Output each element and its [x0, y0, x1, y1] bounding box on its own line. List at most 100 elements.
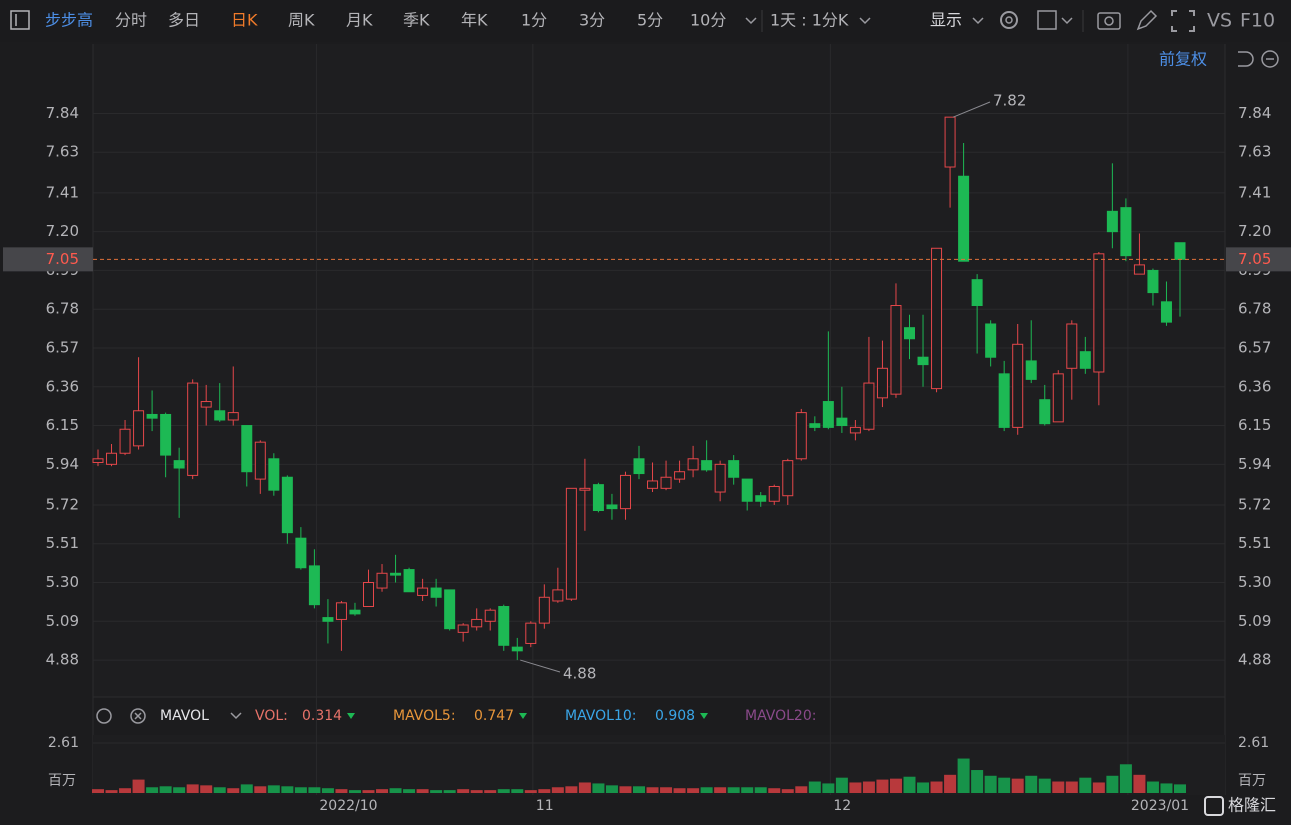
candle-body: [376, 572, 388, 589]
volume-bar: [998, 777, 1011, 793]
volume-bar: [92, 789, 104, 793]
volume-bar: [389, 788, 402, 793]
indicator-close-x: [134, 712, 142, 720]
camera-icon[interactable]: [1097, 12, 1121, 30]
candle-body: [281, 476, 293, 534]
y-tick-label: 6.15: [46, 416, 79, 434]
tab[interactable]: 1分: [521, 11, 547, 30]
volume-bar: [294, 787, 307, 793]
display-menu[interactable]: 显示: [930, 11, 962, 30]
tab[interactable]: 月K: [346, 11, 373, 30]
fullscreen-icon[interactable]: [1171, 10, 1195, 32]
indicator-name[interactable]: MAVOL: [160, 708, 209, 724]
y-tick-label: 7.20: [46, 222, 79, 240]
vs-button[interactable]: VS: [1207, 10, 1232, 32]
candle-body: [565, 487, 577, 600]
logo-icon: [1204, 796, 1224, 816]
dropdown-arrow: [230, 712, 242, 720]
candle-body: [876, 367, 888, 399]
volume-bar: [917, 782, 930, 793]
mavol5-label: MAVOL5:: [393, 708, 456, 724]
volume-bar: [822, 783, 835, 793]
candle-body: [146, 413, 158, 419]
volume-bar: [1174, 784, 1186, 793]
volume-bar: [903, 776, 916, 793]
adjust-button[interactable]: 前复权: [1159, 50, 1207, 69]
candle-body: [944, 116, 956, 168]
tab[interactable]: 3分: [579, 11, 605, 30]
volume-bar: [1146, 781, 1159, 793]
layout-icon[interactable]: [1037, 10, 1057, 30]
y-tick-label: 5.30: [46, 573, 79, 591]
tab[interactable]: 5分: [637, 11, 663, 30]
volume-bar: [146, 787, 159, 793]
volume-bar: [362, 790, 375, 793]
tab[interactable]: 日K: [231, 11, 258, 30]
candle-body: [795, 412, 807, 460]
candle-body: [1160, 301, 1172, 323]
volume-bar: [1065, 781, 1078, 793]
candle-body: [849, 426, 861, 434]
stock-name[interactable]: 步步高: [45, 11, 93, 30]
volume-bar: [673, 788, 686, 793]
y-tick-label-right: 7.41: [1238, 183, 1271, 201]
volume-bar: [808, 781, 821, 793]
dropdown-arrow: [972, 17, 984, 25]
f10-button[interactable]: F10: [1240, 10, 1275, 32]
candle-body: [836, 417, 848, 427]
y-tick-label-right: 6.78: [1238, 300, 1271, 318]
logo-area: [1200, 795, 1291, 825]
y-tick-label: 5.72: [46, 495, 79, 513]
settings-icon[interactable]: [1000, 11, 1018, 29]
vol-tick-label-right: 2.61: [1238, 735, 1269, 751]
indicator-settings[interactable]: [96, 708, 112, 724]
tab[interactable]: 10分: [690, 11, 726, 30]
tab[interactable]: 多日: [168, 11, 200, 30]
candle-body: [1052, 373, 1064, 423]
tab[interactable]: 季K: [403, 11, 430, 30]
vol-label: VOL:: [255, 708, 288, 724]
candle-body: [768, 485, 780, 502]
candle-body: [1133, 264, 1145, 275]
volume-bar: [957, 758, 970, 793]
volume-bar: [254, 786, 267, 793]
candle-body: [701, 460, 713, 471]
volume-bar: [835, 777, 848, 793]
candle-body: [200, 401, 212, 408]
tab[interactable]: 年K: [461, 11, 488, 30]
candle-body: [1147, 269, 1159, 294]
x-tick-label: 2022/10: [319, 798, 377, 814]
volume-bar: [1052, 781, 1065, 793]
y-tick-label-right: 5.09: [1238, 612, 1271, 630]
candle-body: [890, 305, 902, 395]
volume-bar: [240, 784, 253, 793]
settings-icon-center: [1005, 16, 1013, 24]
y-tick-label: 4.88: [46, 651, 79, 669]
candle-body: [904, 327, 915, 340]
volume-bar: [646, 787, 659, 793]
volume-bar: [605, 785, 618, 793]
candle-body: [403, 569, 415, 593]
zoom-out-icon[interactable]: [1261, 50, 1279, 68]
mavol5-value: 0.747: [474, 708, 514, 724]
volume-bar: [795, 786, 808, 793]
period-select[interactable]: 1天 : 1分K: [770, 11, 849, 30]
candle-body: [931, 247, 943, 390]
volume-bar: [876, 779, 889, 793]
candle-body: [714, 463, 726, 493]
candle-body: [417, 587, 429, 596]
volume-bar: [741, 787, 754, 793]
candle-body: [1025, 360, 1037, 380]
undo-icon[interactable]: [1238, 51, 1254, 67]
y-tick-label: 5.51: [46, 534, 79, 552]
y-tick-label-right: 6.15: [1238, 416, 1271, 434]
indicator-close[interactable]: [130, 708, 146, 724]
menu-icon[interactable]: [10, 10, 30, 30]
tab[interactable]: 分时: [115, 11, 147, 30]
tab[interactable]: 周K: [288, 11, 315, 30]
draw-icon[interactable]: [1136, 9, 1158, 31]
y-tick-label: 7.63: [46, 143, 79, 161]
candle-body: [1093, 253, 1105, 373]
candle-body: [444, 589, 456, 630]
